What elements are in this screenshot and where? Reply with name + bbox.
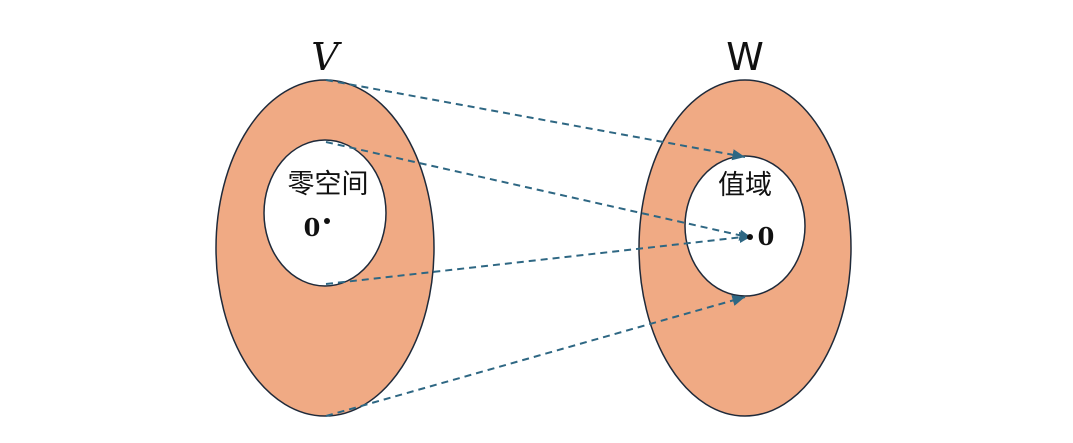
set-w xyxy=(638,79,852,417)
set-v xyxy=(215,79,435,417)
arrow-null-top-to-zero xyxy=(325,141,753,241)
mapping-arrows xyxy=(325,79,753,417)
null-space-label: 零空间 xyxy=(288,169,369,200)
set-w-label: W xyxy=(726,35,764,79)
arrow-bottom-to-range-bottom xyxy=(325,295,746,417)
zero-dot-w xyxy=(747,234,753,240)
set-v-label: V xyxy=(311,35,342,79)
null-space-ellipse xyxy=(263,139,387,287)
zero-label-v: 0 xyxy=(304,213,321,242)
range-label: 值域 xyxy=(718,170,772,201)
zero-dot-v xyxy=(324,218,330,224)
zero-label-w: 0 xyxy=(758,222,775,251)
